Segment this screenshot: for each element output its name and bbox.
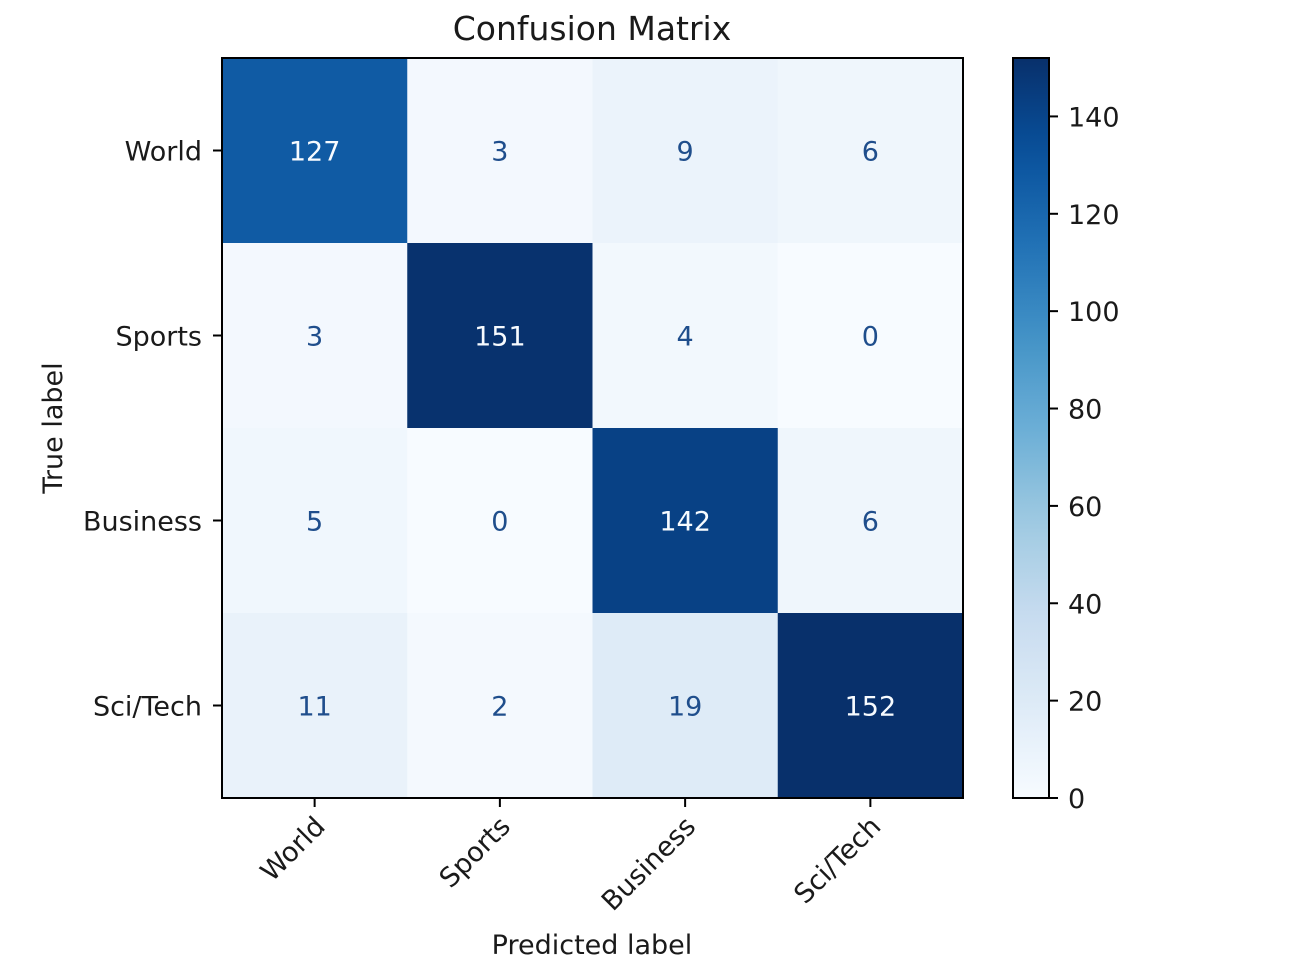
heatmap-cell: [407, 428, 593, 614]
cell-value-label: 3: [491, 137, 508, 168]
heatmap-cell: [407, 613, 593, 799]
cell-value-label: 2: [491, 692, 508, 723]
cell-value-label: 6: [862, 137, 879, 168]
heatmap-cell: [222, 428, 408, 614]
y-tick-label: Sci/Tech: [93, 692, 202, 723]
chart-title: Confusion Matrix: [453, 9, 732, 48]
colorbar-tick-label: 60: [1068, 492, 1102, 523]
colorbar-tick-label: 40: [1068, 589, 1102, 620]
y-tick-label: Business: [83, 507, 202, 538]
x-axis-label: Predicted label: [492, 930, 693, 961]
heatmap-cells: [222, 58, 964, 799]
plot-frame: [221, 57, 964, 799]
cell-value-label: 11: [297, 692, 331, 723]
cell-value-label: 4: [677, 322, 694, 353]
colorbar-ticks: 0 20 40 60 80 100 120 140: [1049, 102, 1120, 815]
cell-value-label: 3: [306, 322, 323, 353]
colorbar-tick-label: 0: [1068, 784, 1085, 815]
colorbar-tick-label: 80: [1068, 395, 1102, 426]
y-tick-label: World: [125, 137, 202, 168]
y-tick-label: Sports: [115, 322, 202, 353]
colorbar-tick-label: 20: [1068, 687, 1102, 718]
heatmap-cell-labels: 127 3 9 6 3 151 4 0 5 0 142 6 11 2 19 152: [289, 137, 896, 723]
colorbar: [1012, 57, 1050, 799]
heatmap-cell: [592, 243, 779, 429]
x-tick-label: World: [255, 811, 332, 888]
colorbar-tick-label: 120: [1068, 200, 1120, 231]
cell-value-label: 9: [677, 137, 694, 168]
cell-value-label: 6: [862, 507, 879, 538]
x-axis-ticks: World Sports Business Sci/Tech: [255, 798, 887, 917]
cell-value-label: 152: [845, 692, 897, 723]
heatmap-cell: [222, 243, 408, 429]
y-axis-label: True label: [38, 362, 69, 494]
heatmap-cell: [592, 613, 779, 799]
heatmap-cell: [592, 428, 779, 614]
cell-value-label: 0: [862, 322, 879, 353]
cell-value-label: 19: [668, 692, 702, 723]
heatmap-cell: [777, 428, 964, 614]
heatmap-cell: [777, 613, 964, 799]
heatmap-cell: [222, 58, 408, 244]
cell-value-label: 5: [306, 507, 323, 538]
heatmap-cell: [777, 58, 964, 244]
x-tick-label: Sports: [434, 811, 517, 894]
y-axis-ticks: World Sports Business Sci/Tech: [83, 137, 222, 723]
heatmap-cell: [407, 243, 593, 429]
x-tick-label: Sci/Tech: [788, 811, 887, 910]
heatmap-cell: [777, 243, 964, 429]
cell-value-label: 0: [491, 507, 508, 538]
heatmap-cell: [592, 58, 779, 244]
cell-value-label: 142: [659, 507, 711, 538]
x-tick-label: Business: [596, 811, 702, 917]
cell-value-label: 127: [289, 137, 341, 168]
colorbar-tick-label: 140: [1068, 102, 1120, 133]
heatmap-cell: [222, 613, 408, 799]
cell-value-label: 151: [474, 322, 526, 353]
heatmap-cell: [407, 58, 593, 244]
colorbar-tick-label: 100: [1068, 297, 1120, 328]
